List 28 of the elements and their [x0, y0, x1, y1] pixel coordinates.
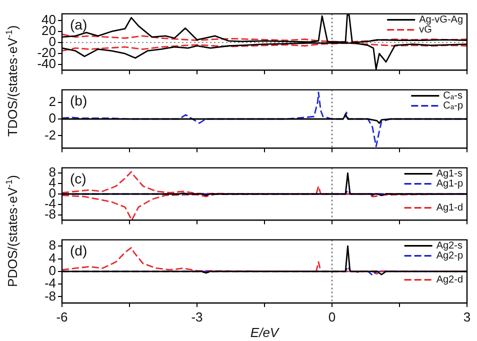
x-tick-label: -3 — [191, 309, 203, 324]
y-tick-label: 0 — [48, 262, 56, 278]
annotation: (c) — [70, 170, 86, 187]
legend-label: Cₐ-s — [443, 90, 462, 102]
x-tick-label: 0 — [328, 309, 336, 324]
legend-label: Ag-vG-Ag — [419, 14, 464, 26]
annotation: (d) — [70, 242, 88, 259]
annotation: (a) — [70, 16, 88, 33]
legend-label: vG — [419, 24, 432, 36]
y-tick-label: 2 — [48, 94, 56, 109]
legend-label: Ag2-d — [436, 274, 464, 286]
annotation: (b) — [70, 92, 88, 109]
y-tick-label: -8 — [44, 288, 56, 304]
y-tick-label: 4 — [48, 250, 56, 266]
x-tick-label: -6 — [56, 309, 68, 324]
legend-label: Ag2-s — [436, 240, 462, 252]
legend-label: Ag1-s — [436, 168, 462, 180]
legend-label: Ag1-p — [436, 178, 464, 190]
legend-label: Ag1-d — [436, 202, 464, 214]
x-axis-title: E/eV — [250, 324, 280, 340]
y-tick-label: 0 — [48, 110, 56, 126]
y-tick-label: -4 — [44, 276, 56, 291]
legend-label: Ag2-p — [436, 250, 464, 262]
legend-label: Cₐ-p — [443, 100, 464, 112]
y-tick-label: -8 — [44, 206, 56, 222]
x-tick-label: 3 — [463, 309, 471, 324]
y-tick-label: -2 — [44, 127, 56, 142]
y-tick-label: 8 — [48, 238, 56, 253]
